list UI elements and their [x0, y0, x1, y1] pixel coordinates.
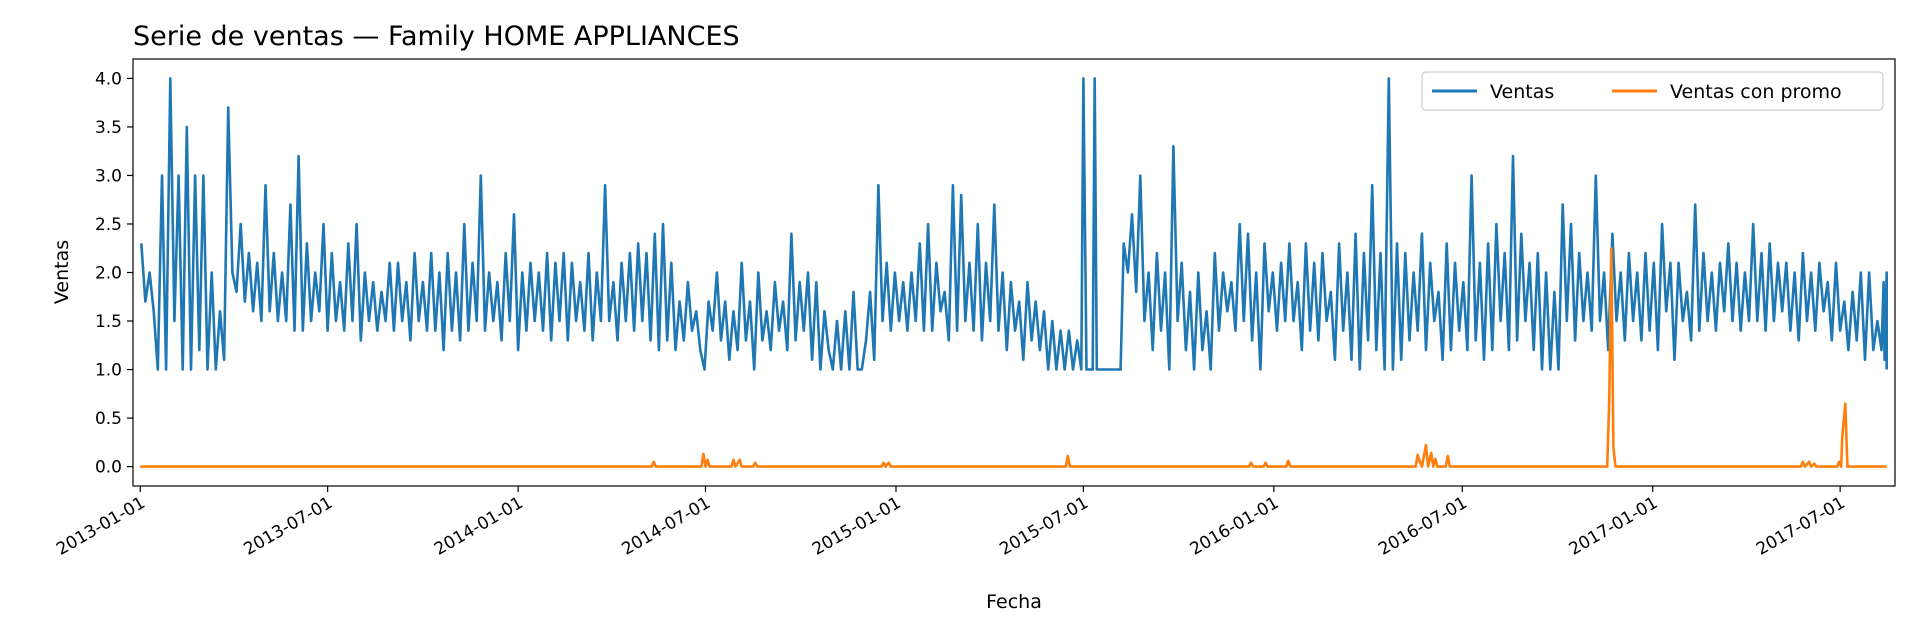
y-tick-label: 3.5	[95, 118, 122, 138]
legend-label: Ventas	[1490, 81, 1554, 103]
x-tick-label: 2017-01-01	[1566, 493, 1662, 560]
y-axis: 0.0 0.5 1.0 1.5 2.0 2.5 3.0 3.5 4.0	[95, 69, 133, 478]
y-tick-label: 1.0	[95, 361, 122, 381]
x-tick-label: 2013-01-01	[53, 493, 149, 560]
series-line-ventas-con-promo	[140, 246, 1887, 468]
x-tick-label: 2017-07-01	[1753, 493, 1849, 560]
y-tick-label: 3.0	[95, 166, 122, 186]
y-tick-label: 0.5	[95, 409, 122, 429]
chart-title: Serie de ventas — Family HOME APPLIANCES	[133, 21, 740, 52]
y-tick-label: 0.0	[95, 458, 122, 478]
y-tick-label: 4.0	[95, 69, 122, 89]
series-layer	[140, 77, 1888, 468]
x-tick-label: 2013-07-01	[241, 493, 337, 560]
y-axis-label: Ventas	[51, 240, 73, 304]
x-tick-label: 2014-01-01	[431, 493, 527, 560]
x-tick-label: 2014-07-01	[618, 493, 714, 560]
legend-label: Ventas con promo	[1670, 81, 1842, 103]
x-axis: 2013-01-01 2013-07-01 2014-01-01 2014-07-01…	[53, 486, 1849, 560]
y-tick-label: 1.5	[95, 312, 122, 332]
x-tick-label: 2015-07-01	[996, 493, 1092, 560]
legend: Ventas Ventas con promo	[1421, 71, 1884, 111]
series-line-ventas	[140, 77, 1888, 371]
x-tick-label: 2016-01-01	[1187, 493, 1283, 560]
x-tick-label: 2016-07-01	[1375, 493, 1471, 560]
y-tick-label: 2.5	[95, 215, 122, 235]
x-axis-label: Fecha	[986, 591, 1042, 613]
x-tick-label: 2015-01-01	[809, 493, 905, 560]
y-tick-label: 2.0	[95, 264, 122, 284]
